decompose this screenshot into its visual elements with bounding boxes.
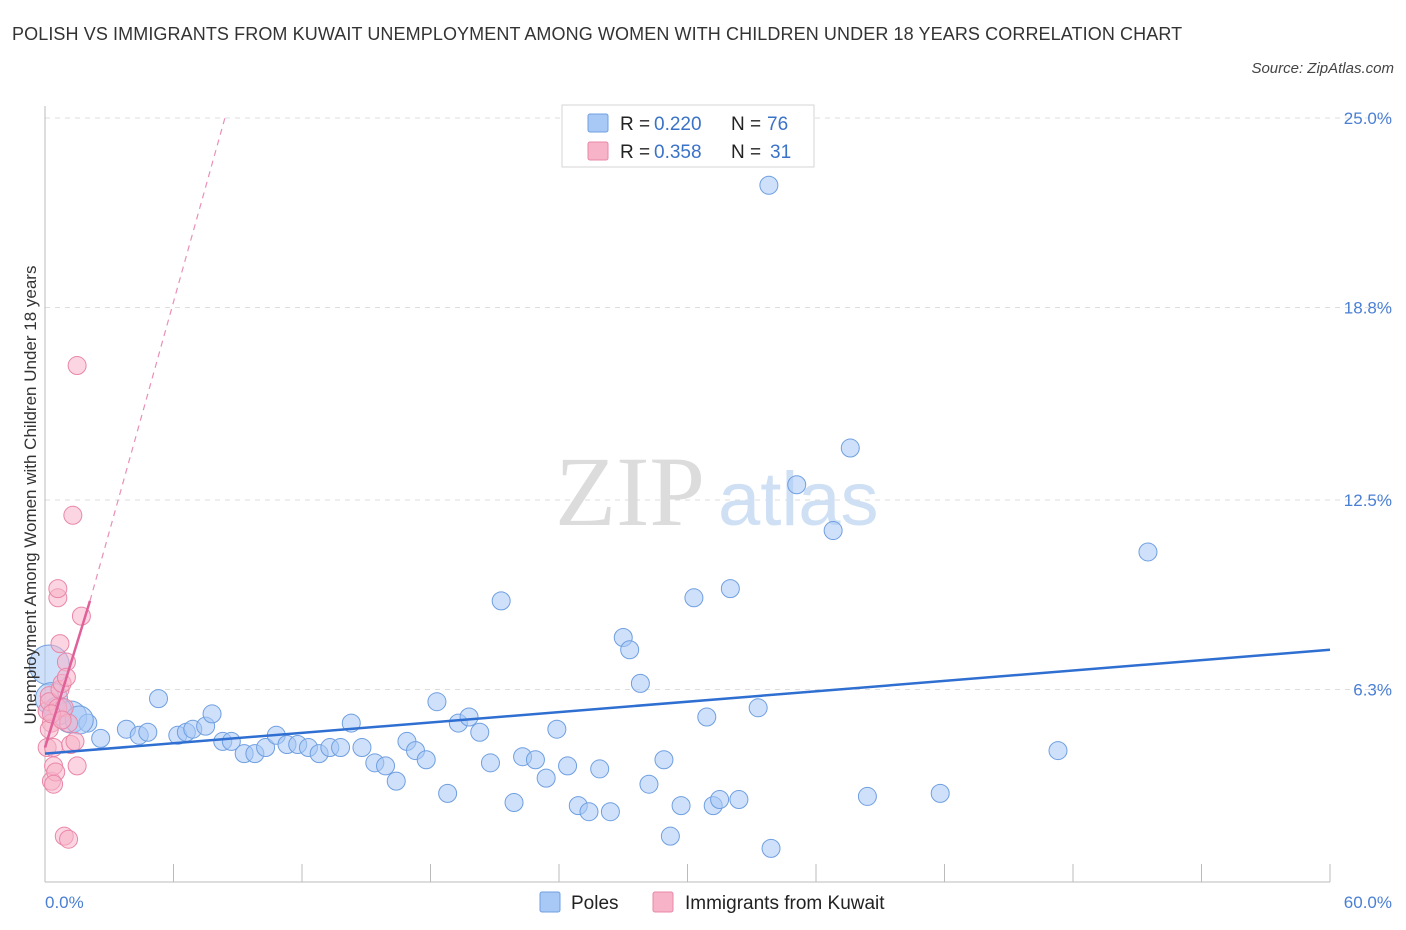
point-poles bbox=[660, 826, 680, 846]
axes: 0.0% 60.0% bbox=[44, 106, 1392, 912]
legend-r-value-1: 0.220 bbox=[654, 114, 702, 135]
point-poles bbox=[748, 698, 768, 718]
point-poles bbox=[386, 771, 406, 791]
point-poles bbox=[823, 521, 843, 541]
y-tick-label: 18.8% bbox=[1344, 298, 1392, 317]
point-poles bbox=[91, 728, 111, 748]
point-poles bbox=[459, 707, 479, 727]
point-poles bbox=[525, 750, 545, 770]
point-poles bbox=[149, 689, 169, 709]
point-poles bbox=[671, 796, 691, 816]
point-poles bbox=[438, 783, 458, 803]
bottom-legend-poles: Poles bbox=[571, 893, 619, 914]
point-kuwait bbox=[48, 579, 68, 599]
point-poles bbox=[416, 750, 436, 770]
point-poles bbox=[480, 753, 500, 773]
point-poles bbox=[1048, 741, 1068, 761]
chart-source: Source: ZipAtlas.com bbox=[1251, 60, 1394, 77]
watermark-zip: ZIP bbox=[555, 436, 705, 547]
bottom-legend-swatch-kuwait bbox=[652, 891, 674, 913]
legend-r-value-2: 0.358 bbox=[654, 142, 702, 163]
point-poles bbox=[590, 759, 610, 779]
point-poles bbox=[710, 789, 730, 809]
point-poles bbox=[579, 802, 599, 822]
point-poles bbox=[558, 756, 578, 776]
point-poles bbox=[930, 783, 950, 803]
point-poles bbox=[427, 692, 447, 712]
point-kuwait bbox=[65, 731, 85, 751]
point-poles bbox=[684, 588, 704, 608]
x-tick-label-max: 60.0% bbox=[1344, 893, 1392, 912]
point-poles bbox=[331, 738, 351, 758]
point-poles bbox=[759, 175, 779, 195]
trend-lines bbox=[43, 117, 1331, 755]
point-poles bbox=[470, 722, 490, 742]
point-poles bbox=[256, 738, 276, 758]
point-poles bbox=[1138, 542, 1158, 562]
point-kuwait bbox=[59, 829, 79, 849]
point-poles bbox=[787, 475, 807, 495]
legend-n-label-2: N = bbox=[731, 142, 761, 163]
point-poles bbox=[620, 640, 640, 660]
legend-swatch-kuwait bbox=[587, 141, 609, 161]
point-poles bbox=[547, 719, 567, 739]
trend-line-poles bbox=[44, 648, 1331, 755]
point-poles bbox=[720, 579, 740, 599]
gridlines: 6.3% 12.5% 18.8% 25.0% bbox=[45, 109, 1392, 699]
legend-r-label-2: R = bbox=[620, 142, 650, 163]
bottom-legend-kuwait: Immigrants from Kuwait bbox=[685, 893, 885, 914]
bottom-legend-swatch-poles bbox=[539, 891, 561, 913]
point-poles bbox=[840, 438, 860, 458]
point-poles bbox=[639, 774, 659, 794]
point-poles bbox=[729, 789, 749, 809]
trend-extension-kuwait bbox=[89, 117, 226, 602]
point-poles bbox=[761, 838, 781, 858]
y-tick-label: 12.5% bbox=[1344, 491, 1392, 510]
legend-bottom: Poles Immigrants from Kuwait bbox=[539, 891, 885, 914]
point-poles bbox=[138, 722, 158, 742]
legend-r-label-1: R = bbox=[620, 114, 650, 135]
point-poles bbox=[202, 704, 222, 724]
chart-title: POLISH VS IMMIGRANTS FROM KUWAIT UNEMPLO… bbox=[12, 24, 1183, 44]
legend-swatch-poles bbox=[587, 113, 609, 133]
legend-n-value-2: 31 bbox=[770, 142, 791, 163]
point-poles bbox=[630, 673, 650, 693]
point-poles bbox=[857, 786, 877, 806]
legend-n-label-1: N = bbox=[731, 114, 761, 135]
point-poles bbox=[376, 756, 396, 776]
point-kuwait bbox=[63, 505, 83, 525]
watermark-atlas: atlas bbox=[718, 457, 879, 542]
point-poles bbox=[221, 731, 241, 751]
point-poles bbox=[352, 738, 372, 758]
point-kuwait bbox=[67, 356, 87, 376]
point-poles bbox=[654, 750, 674, 770]
point-kuwait bbox=[67, 756, 87, 776]
y-tick-label: 25.0% bbox=[1344, 109, 1392, 128]
legend-top: R = 0.220 N = 76 R = 0.358 N = 31 bbox=[561, 104, 815, 168]
y-tick-label: 6.3% bbox=[1353, 680, 1392, 699]
data-points bbox=[28, 175, 1158, 858]
point-poles bbox=[491, 591, 511, 611]
point-poles bbox=[697, 707, 717, 727]
x-tick-label-min: 0.0% bbox=[45, 893, 84, 912]
watermark: ZIP atlas bbox=[555, 436, 879, 547]
point-poles bbox=[504, 793, 524, 813]
point-kuwait bbox=[44, 774, 64, 794]
legend-n-value-1: 76 bbox=[767, 114, 788, 135]
point-poles bbox=[536, 768, 556, 788]
point-kuwait bbox=[50, 634, 70, 654]
trend-line-kuwait bbox=[43, 600, 92, 748]
y-axis-label: Unemployment Among Women with Children U… bbox=[21, 266, 40, 725]
point-poles bbox=[600, 802, 620, 822]
